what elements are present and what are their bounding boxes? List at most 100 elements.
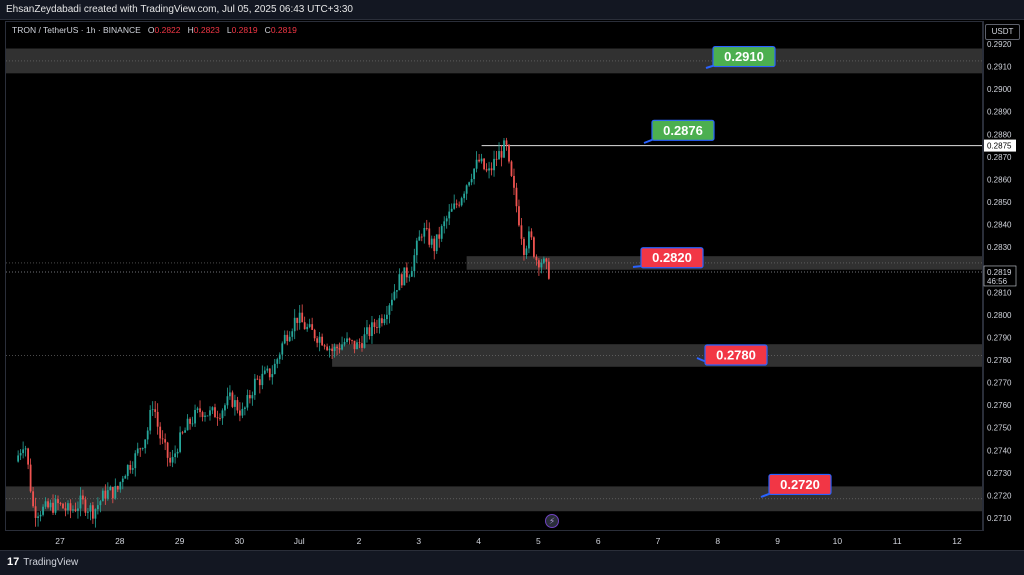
candle-body (408, 276, 411, 278)
candle-body (458, 204, 461, 206)
candle-body (166, 442, 169, 458)
tradingview-logo[interactable]: 17 TradingView (7, 556, 78, 568)
candle-body (116, 486, 119, 490)
candle-body (518, 206, 520, 226)
candle-body (201, 412, 204, 417)
candle-body (194, 409, 196, 424)
symbol-legend[interactable]: TRON / TetherUS · 1h · BINANCE O0.2822 H… (12, 25, 297, 35)
bottom-bar (0, 550, 1024, 575)
candle-body (296, 317, 299, 323)
candle-body (475, 159, 478, 169)
candle-body (390, 299, 393, 306)
candle-body (67, 503, 69, 511)
candle-body (376, 327, 378, 328)
y-tick-label: 0.2830 (987, 243, 1012, 252)
candle-body (171, 457, 174, 463)
last-price-tag (983, 265, 1017, 287)
candle-body (495, 158, 498, 160)
candle-body (42, 506, 44, 515)
countdown-label: 46:56 (987, 277, 1008, 286)
candle-body (211, 407, 214, 411)
candle-body (189, 418, 191, 424)
candle-body (37, 516, 39, 518)
candle-body (386, 314, 388, 320)
y-tick-label: 0.2880 (987, 130, 1012, 139)
candle-body (423, 228, 426, 237)
candle-body (124, 475, 127, 479)
low-label: L (226, 25, 232, 35)
candle-body (82, 495, 84, 500)
candle-body (134, 453, 137, 469)
candle-body (234, 400, 236, 407)
y-tick-label: 0.2750 (987, 424, 1012, 433)
y-tick-label: 0.2760 (987, 401, 1012, 410)
price-annotation-label: 0.2820 (652, 250, 692, 265)
candle-body (253, 378, 256, 396)
candle-body (316, 338, 319, 343)
currency-selector[interactable]: USDT (985, 24, 1020, 40)
candle-body (241, 408, 244, 416)
candle-body (87, 511, 89, 513)
candle-body (27, 448, 30, 465)
candle-body (537, 260, 540, 268)
candle-body (363, 334, 366, 348)
x-tick-label: 6 (596, 536, 601, 546)
symbol-name[interactable]: TRON / TetherUS · 1h · BINANCE (12, 25, 141, 35)
candle-body (161, 438, 164, 440)
marked-price-tag-label: 0.2875 (987, 142, 1012, 151)
candle-body (191, 423, 194, 425)
candle-body (251, 395, 254, 399)
candle-body (348, 338, 351, 341)
candle-body (463, 193, 466, 199)
candle-body (318, 336, 321, 343)
open-label: O (147, 25, 155, 35)
candle-body (268, 368, 271, 378)
flash-icon[interactable]: ⚡ (545, 514, 559, 528)
x-tick-label: 9 (775, 536, 780, 546)
candle-body (333, 346, 336, 351)
candle-body (89, 505, 92, 512)
candle-body (62, 503, 64, 509)
candle-body (435, 234, 438, 252)
x-tick-label: 29 (175, 536, 185, 546)
candle-body (328, 348, 331, 351)
candle-body (209, 410, 211, 416)
candle-body (415, 240, 418, 256)
y-tick-label: 0.2860 (987, 175, 1012, 184)
candle-body (420, 236, 423, 238)
candle-body (508, 144, 510, 162)
candle-body (498, 151, 500, 160)
candle-body (505, 140, 508, 145)
open-value: 0.2822 (154, 25, 181, 35)
candle-body (515, 187, 518, 207)
candle-body (176, 451, 179, 454)
tradingview-brand: TradingView (23, 556, 79, 568)
candle-body (490, 168, 493, 171)
candle-body (29, 464, 32, 492)
close-value: 0.2819 (270, 25, 297, 35)
y-tick-label: 0.2800 (987, 311, 1012, 320)
candle-body (468, 182, 471, 186)
candle-body (144, 439, 147, 449)
x-tick-label: 3 (416, 536, 421, 546)
candle-body (373, 322, 376, 328)
candle-body (338, 348, 341, 350)
candle-body (151, 409, 154, 411)
candle-body (99, 501, 102, 506)
y-tick-label: 0.2850 (987, 198, 1012, 207)
candle-body (525, 248, 528, 255)
candle-body (393, 291, 396, 300)
candle-body (114, 486, 117, 499)
candle-body (219, 418, 221, 419)
price-axis[interactable] (983, 21, 1024, 531)
candle-body (204, 415, 206, 417)
candle-body (106, 490, 109, 499)
y-tick-label: 0.2730 (987, 469, 1012, 478)
candle-body (485, 169, 488, 171)
y-tick-label: 0.2740 (987, 446, 1012, 455)
candle-body (448, 211, 451, 219)
candle-body (326, 346, 329, 351)
candle-body (403, 267, 406, 286)
candle-body (450, 208, 453, 212)
